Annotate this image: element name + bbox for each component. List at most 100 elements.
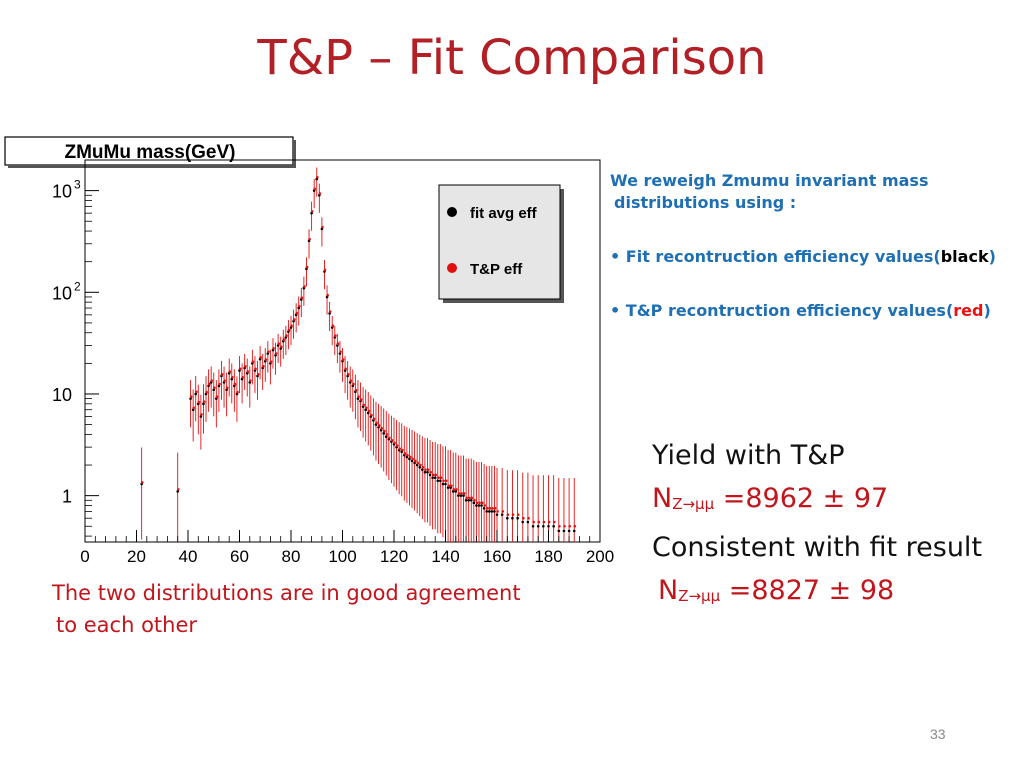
tp-eff-point — [431, 473, 435, 477]
fit-avg-eff-point — [194, 392, 198, 396]
fit-avg-eff-point — [366, 411, 370, 415]
tp-eff-point — [457, 492, 461, 495]
tp-eff-point — [210, 379, 214, 383]
tp-eff-point — [223, 379, 226, 383]
tp-eff-point — [313, 187, 317, 191]
tp-eff-point — [511, 513, 515, 516]
tp-eff-point — [460, 492, 463, 495]
tp-eff-point — [486, 507, 489, 510]
tp-eff-point — [354, 388, 358, 392]
tp-eff-point — [238, 367, 242, 371]
notes-red-word: red — [953, 301, 984, 320]
fit-avg-eff-point — [225, 388, 228, 392]
fit-avg-eff-point — [212, 388, 216, 392]
fit-avg-eff-point — [521, 520, 525, 524]
tp-eff-point — [367, 409, 371, 413]
fit-avg-eff-point — [462, 494, 465, 497]
fit-avg-eff-point — [475, 504, 478, 507]
tp-eff-point — [393, 441, 396, 445]
tp-eff-point — [547, 520, 551, 524]
tp-eff-point — [331, 324, 335, 328]
fit-avg-eff-point — [436, 479, 440, 483]
yield-summary: Yield with T&P NZ→μμ =8962 ± 97 Consiste… — [652, 434, 1012, 618]
fit-avg-eff-point — [477, 504, 481, 507]
method-notes: We reweigh Zmumu invariant mass distribu… — [610, 170, 1015, 322]
fit-avg-eff-point — [552, 524, 555, 528]
fit-avg-eff-point — [202, 402, 205, 406]
tp-eff-point — [287, 328, 291, 332]
tp-eff-point — [321, 225, 324, 229]
fit-avg-eff-point — [464, 498, 468, 502]
chart-legend: fit avg eff T&P eff — [438, 184, 564, 303]
tp-eff-point — [385, 433, 389, 436]
tp-eff-point — [439, 476, 443, 480]
tp-eff-point — [434, 473, 438, 477]
tp-eff-point — [467, 496, 471, 500]
tp-eff-point — [274, 352, 278, 355]
tp-eff-point — [563, 524, 566, 528]
fit-avg-eff-point — [423, 470, 427, 474]
tp-eff-point — [277, 342, 281, 346]
tp-eff-point — [243, 365, 247, 368]
fit-avg-eff-point — [418, 465, 422, 469]
fit-avg-eff-point — [413, 461, 416, 465]
fit-avg-eff-point — [480, 504, 483, 507]
fit-avg-eff-point — [379, 428, 383, 432]
fit-avg-eff-point — [428, 473, 432, 477]
legend-label-tp: T&P eff — [470, 261, 523, 278]
tp-eff-point — [197, 400, 201, 404]
tp-eff-point — [537, 520, 541, 524]
tp-eff-point — [264, 358, 268, 361]
tp-eff-point — [552, 520, 556, 524]
tp-eff-point — [398, 447, 402, 450]
tp-eff-point — [527, 516, 530, 520]
tp-eff-point — [236, 390, 239, 394]
tp-eff-point — [140, 481, 144, 484]
fit-avg-eff-point — [526, 520, 530, 524]
fit-avg-eff-point — [410, 459, 414, 463]
tp-eff-point — [429, 470, 432, 474]
tp-eff-point — [231, 375, 234, 379]
tp-eff-point — [292, 318, 296, 321]
fit-avg-eff-point — [495, 513, 499, 516]
fit-avg-eff-point — [536, 524, 540, 528]
tp-eff-point — [241, 375, 244, 379]
x-tick-label: 100 — [328, 547, 356, 566]
tp-eff-point — [475, 501, 479, 505]
tp-eff-point — [416, 461, 420, 465]
tp-eff-point — [323, 268, 327, 272]
tp-eff-point — [532, 520, 535, 524]
tp-eff-point — [403, 452, 407, 455]
tp-eff-point — [272, 347, 275, 350]
tp-eff-point — [192, 406, 196, 410]
tp-eff-point — [290, 324, 293, 328]
tp-eff-point — [558, 524, 561, 528]
tp-eff-point — [421, 465, 425, 469]
x-tick-label: 140 — [431, 547, 459, 566]
tp-eff-point — [202, 400, 206, 403]
tp-eff-point — [406, 453, 409, 457]
y-tick-exponent: 2 — [74, 279, 81, 293]
tp-eff-point — [318, 192, 322, 195]
y-tick-exponent: 3 — [74, 178, 81, 192]
fit-avg-eff-point — [433, 476, 437, 480]
tp-eff-point — [401, 448, 404, 452]
legend-box — [438, 184, 561, 300]
tp-eff-point — [189, 395, 193, 398]
yield-heading: Yield with T&P — [652, 440, 845, 471]
x-tick-label: 160 — [483, 547, 511, 566]
tp-eff-point — [470, 496, 474, 500]
tp-eff-point — [522, 516, 525, 520]
tp-eff-point — [328, 310, 332, 313]
tp-eff-point — [346, 373, 350, 376]
fit-avg-eff-point — [472, 501, 476, 505]
tp-eff-point — [303, 285, 306, 288]
tp-eff-point — [298, 305, 301, 308]
tp-eff-point — [269, 360, 273, 363]
tp-eff-point — [424, 468, 427, 471]
tp-eff-point — [388, 436, 391, 440]
fit-avg-eff-point — [500, 513, 504, 516]
fit-avg-eff-point — [454, 490, 458, 493]
tp-eff-point — [352, 382, 355, 386]
slide-title: T&P – Fit Comparison — [257, 30, 767, 86]
